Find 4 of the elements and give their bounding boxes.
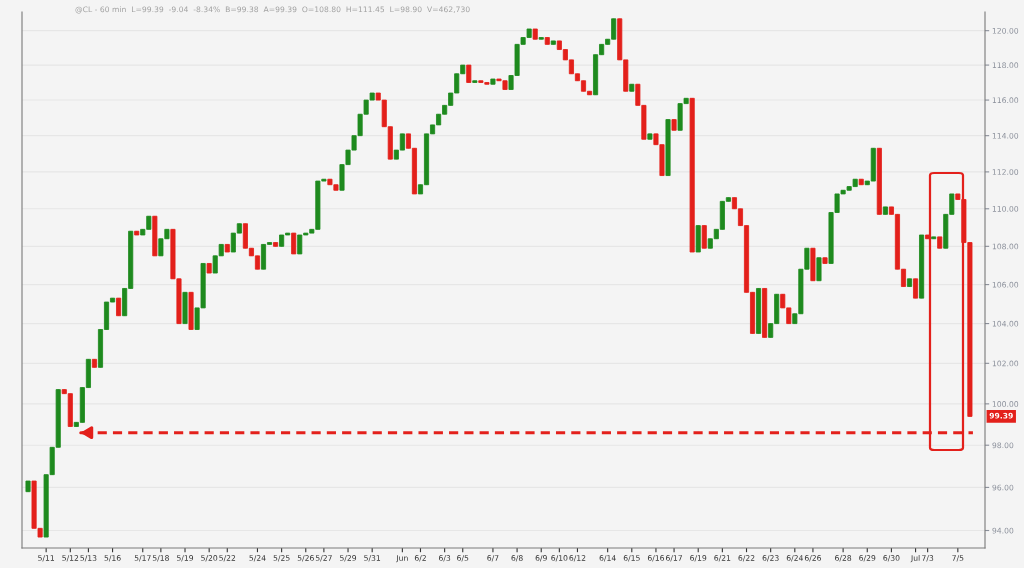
- candlestick: [816, 257, 822, 282]
- candlestick: [701, 224, 707, 249]
- candlestick: [291, 232, 297, 255]
- candlestick: [913, 278, 919, 299]
